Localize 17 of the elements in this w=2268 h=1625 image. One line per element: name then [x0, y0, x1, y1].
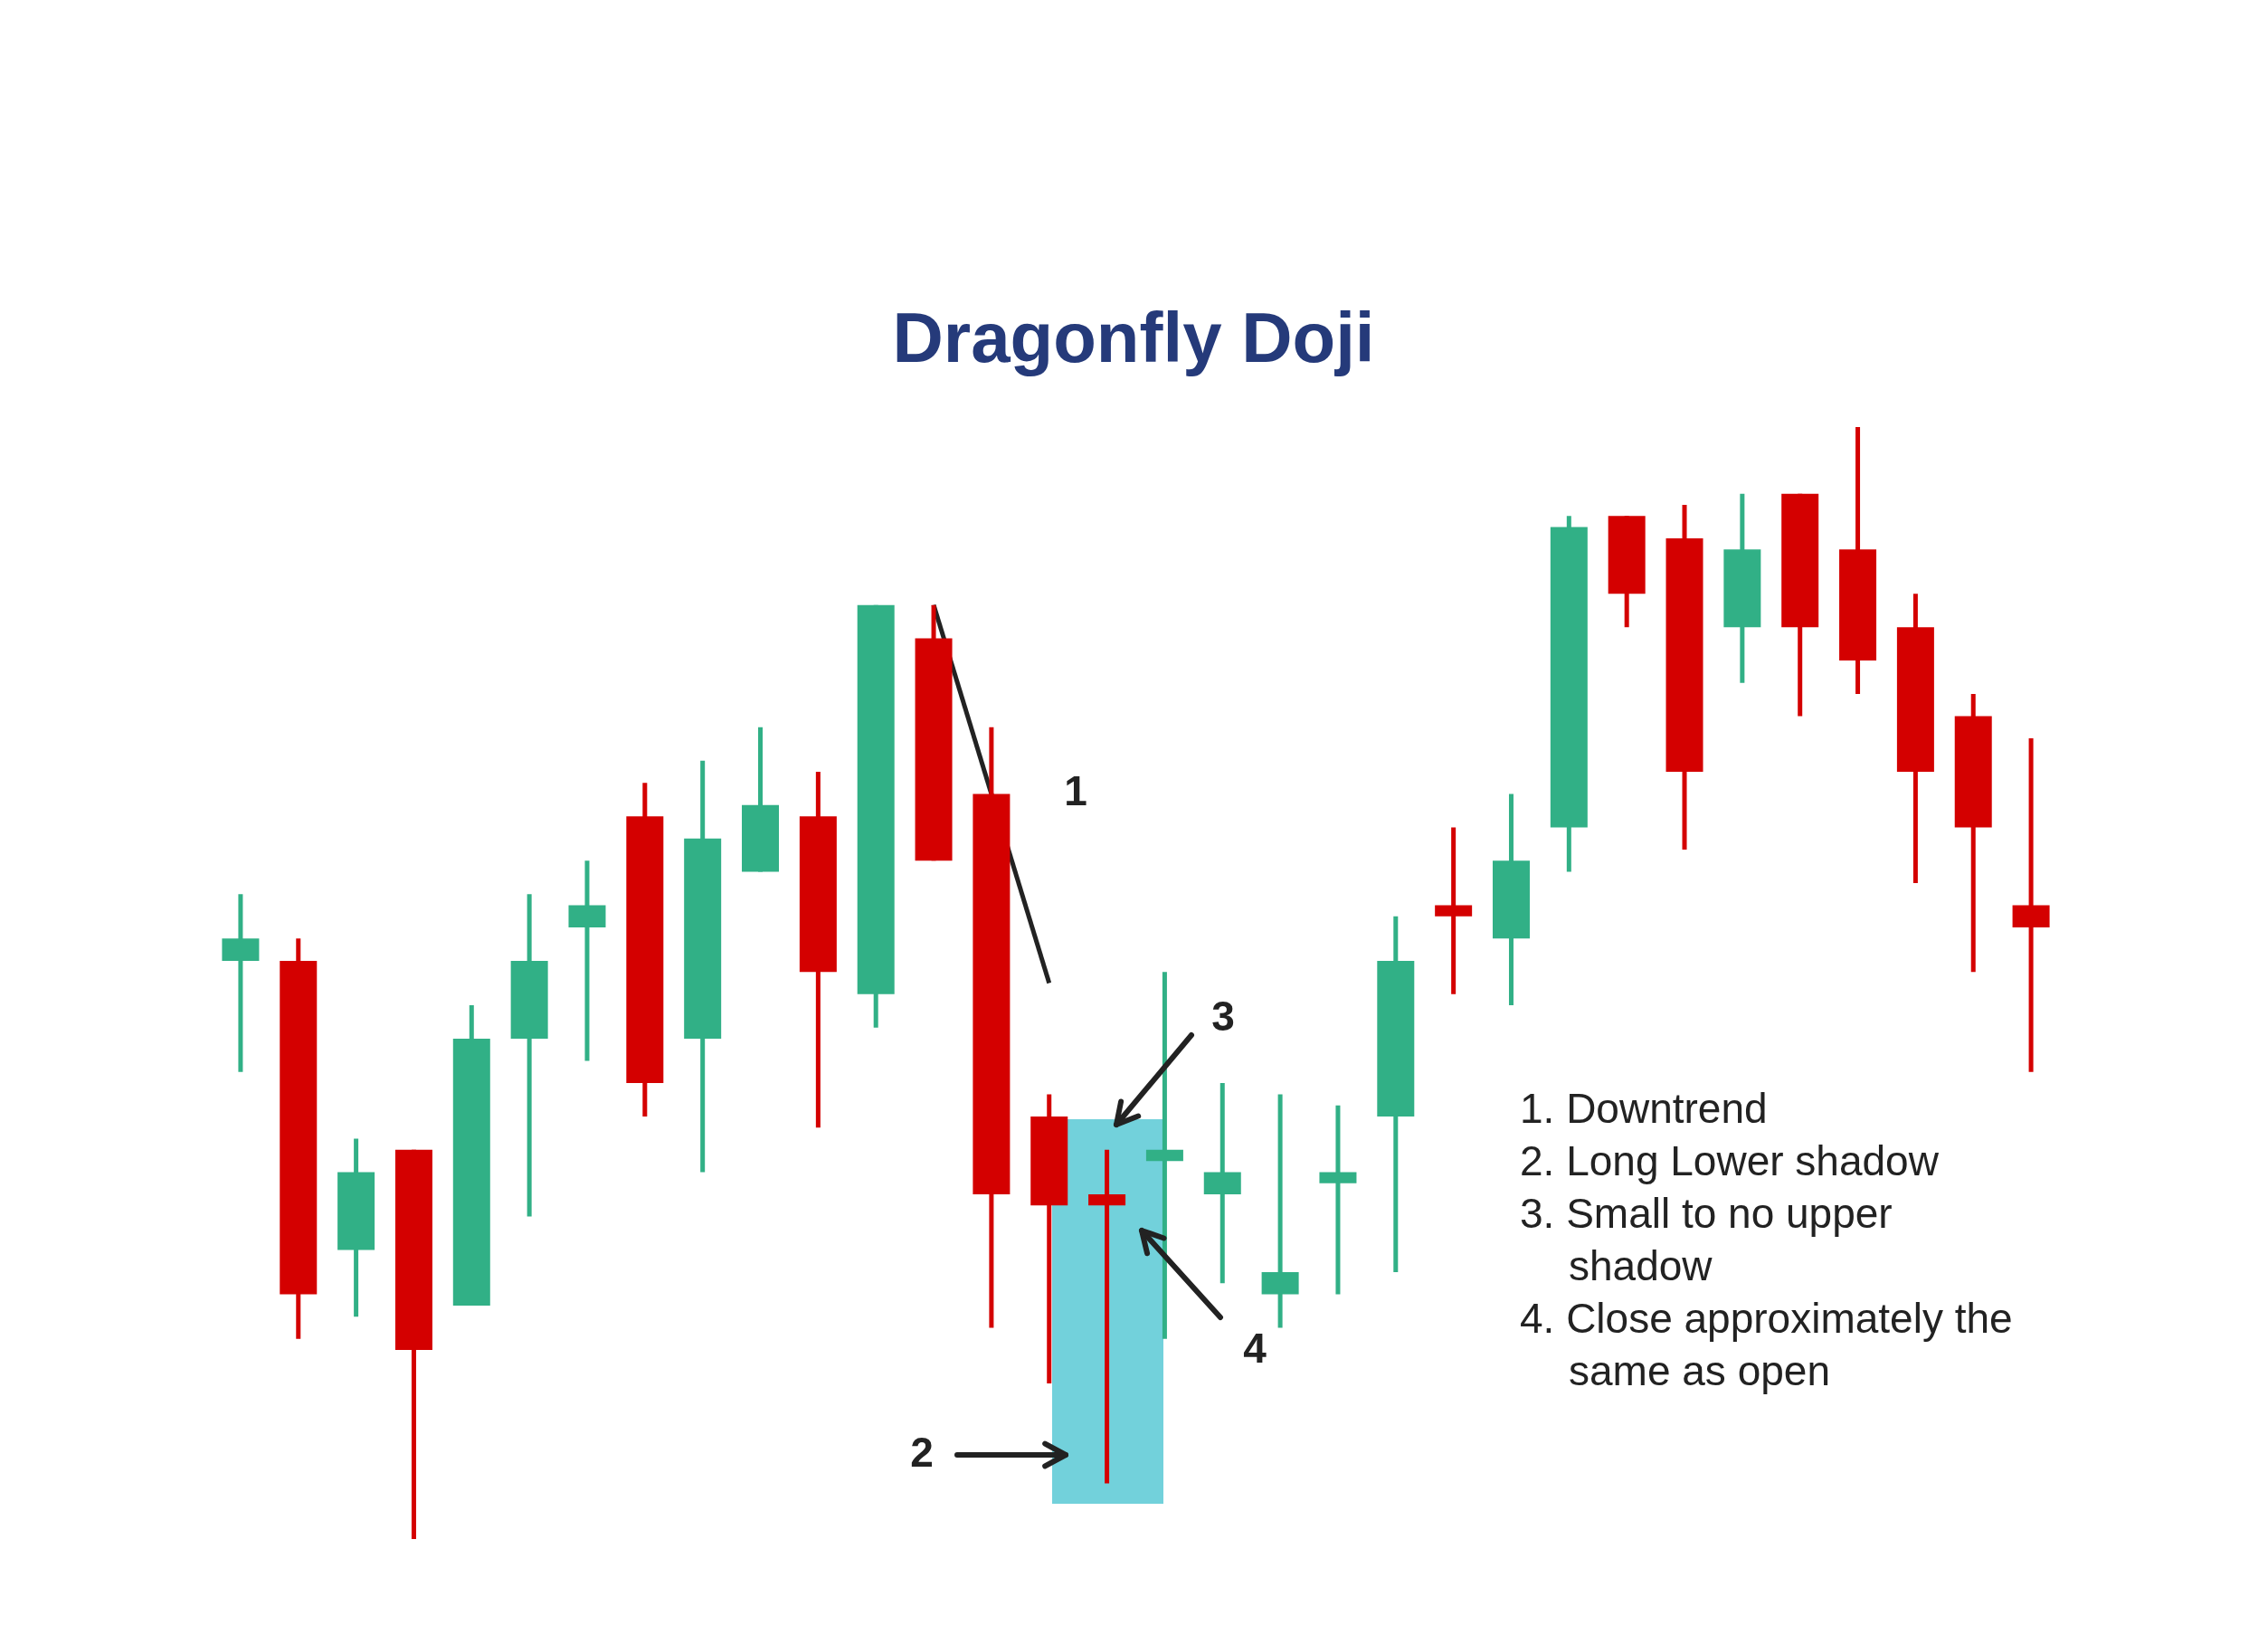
annotation: 1	[1063, 766, 1088, 816]
candlestick	[1319, 1105, 1357, 1295]
candlestick	[2012, 738, 2050, 1072]
chart-title: Dragonfly Doji	[891, 297, 1376, 379]
candlestick	[1261, 1094, 1299, 1328]
candlestick	[1203, 1083, 1241, 1284]
candlestick	[568, 860, 606, 1061]
annotation: 4. Close approximately the same as open	[1520, 1294, 2014, 1396]
annotation: 4	[1242, 1324, 1267, 1373]
candlestick	[1088, 1149, 1126, 1484]
annotation: 3	[1210, 992, 1236, 1041]
annotation: 2. Long Lower shadow	[1520, 1136, 1940, 1186]
candlestick	[1435, 827, 1473, 994]
annotation: 3. Small to no upper shadow	[1520, 1189, 1893, 1291]
annotation: 1. Downtrend	[1520, 1084, 1769, 1134]
candlestick	[222, 894, 260, 1072]
annotation: 2	[909, 1428, 935, 1478]
